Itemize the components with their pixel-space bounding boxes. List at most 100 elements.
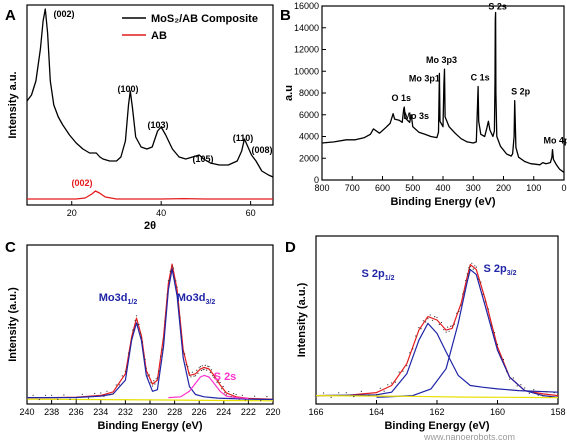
raw-data-point <box>471 262 473 264</box>
raw-data-point <box>154 383 156 385</box>
raw-data-point <box>224 392 226 394</box>
y-tick-label: 12000 <box>294 45 319 55</box>
raw-data-point <box>178 305 180 308</box>
raw-data-point <box>387 384 389 386</box>
raw-data-point <box>185 364 187 366</box>
x-tick-label: 220 <box>265 407 280 417</box>
x-tick-label: 234 <box>93 407 108 417</box>
raw-data-point <box>422 320 424 322</box>
raw-data-point <box>244 399 246 401</box>
y-axis-title: Intensity a.u. <box>7 71 19 138</box>
raw-data-point <box>453 323 455 325</box>
x-axis-title: 2θ <box>144 220 156 232</box>
raw-data-point <box>32 394 34 396</box>
x-tick-label: 226 <box>192 407 207 417</box>
raw-data-point <box>420 328 422 330</box>
y-tick-label: 4000 <box>299 132 319 142</box>
x-tick-label: 224 <box>216 407 231 417</box>
x-tick-label: 0 <box>561 183 566 193</box>
raw-data-point <box>182 351 184 353</box>
raw-data-point <box>436 316 438 319</box>
raw-data-point <box>406 365 408 367</box>
series-line-2 <box>376 269 559 398</box>
raw-data-point <box>140 336 142 339</box>
x-tick-label: 230 <box>142 407 157 417</box>
x-axis-title: Binding Energy (eV) <box>97 420 202 432</box>
raw-data-point <box>175 280 177 282</box>
peak-label: (110) <box>233 133 254 143</box>
raw-data-point <box>69 398 71 400</box>
peak-label: Mo 3p3 <box>426 55 457 65</box>
raw-data-point <box>429 314 431 316</box>
raw-data-point <box>135 315 138 317</box>
raw-data-point <box>133 329 135 331</box>
raw-data-point <box>448 330 450 332</box>
x-tick-label: 800 <box>314 183 329 193</box>
x-tick-label: 238 <box>44 407 59 417</box>
raw-data-point <box>398 371 400 373</box>
raw-data-point <box>44 394 47 396</box>
raw-data-point <box>187 366 189 368</box>
raw-data-point <box>208 366 210 368</box>
raw-data-point <box>176 286 178 288</box>
peak-label: Mo3d1/2 <box>99 292 138 306</box>
peak-label: (002) <box>71 178 92 188</box>
raw-data-point <box>165 311 167 313</box>
x-tick-label: 164 <box>369 407 384 417</box>
peak-label: Mo3d3/2 <box>177 292 216 306</box>
raw-data-point <box>338 392 340 394</box>
x-tick-label: 100 <box>526 183 541 193</box>
raw-data-point <box>26 398 28 401</box>
raw-data-point <box>161 349 163 351</box>
raw-data-point <box>155 378 157 380</box>
y-tick-label: 8000 <box>299 88 319 98</box>
raw-data-point <box>144 358 146 361</box>
raw-data-point <box>196 369 198 371</box>
x-axis-title: Binding Energy (eV) <box>390 196 495 208</box>
x-tick-label: 500 <box>405 183 420 193</box>
raw-data-point <box>499 355 502 358</box>
raw-data-point <box>509 378 511 380</box>
raw-data-point <box>51 394 53 396</box>
raw-data-point <box>199 366 201 368</box>
raw-data-point <box>496 343 499 345</box>
y-tick-label: 10000 <box>294 66 319 76</box>
panel-letter: D <box>285 239 296 256</box>
raw-data-point <box>524 387 526 389</box>
raw-data-point <box>460 304 462 306</box>
raw-data-point <box>57 398 59 400</box>
x-tick-label: 600 <box>375 183 390 193</box>
raw-data-point <box>210 369 213 371</box>
peak-label: S 2s <box>214 371 237 383</box>
panel-letter: B <box>280 7 291 24</box>
series-line-0 <box>315 264 559 397</box>
raw-data-point <box>213 376 215 378</box>
raw-data-point <box>353 396 355 398</box>
raw-data-point <box>179 316 181 318</box>
raw-data-point <box>148 374 150 376</box>
raw-data-point <box>260 400 262 402</box>
raw-data-point <box>218 379 220 381</box>
raw-data-point <box>474 265 476 267</box>
raw-data-point <box>198 367 200 369</box>
raw-data-point <box>266 396 268 398</box>
raw-data-point <box>168 279 170 281</box>
raw-data-point <box>512 377 515 379</box>
raw-data-point <box>100 392 102 394</box>
raw-data-point <box>445 331 447 333</box>
raw-data-point <box>475 266 477 268</box>
peak-label: (008) <box>251 145 272 155</box>
raw-data-point <box>425 321 427 323</box>
x-tick-label: 60 <box>246 208 256 218</box>
raw-data-point <box>142 341 144 343</box>
raw-data-point <box>465 279 467 282</box>
x-tick-label: 228 <box>167 407 182 417</box>
raw-data-point <box>126 366 128 368</box>
raw-data-point <box>516 385 518 387</box>
x-tick-label: 300 <box>466 183 481 193</box>
peak-label: S 2p3/2 <box>484 263 517 277</box>
raw-data-point <box>484 301 486 303</box>
raw-data-point <box>194 375 197 377</box>
raw-data-point <box>181 336 183 338</box>
raw-data-point <box>553 392 555 394</box>
